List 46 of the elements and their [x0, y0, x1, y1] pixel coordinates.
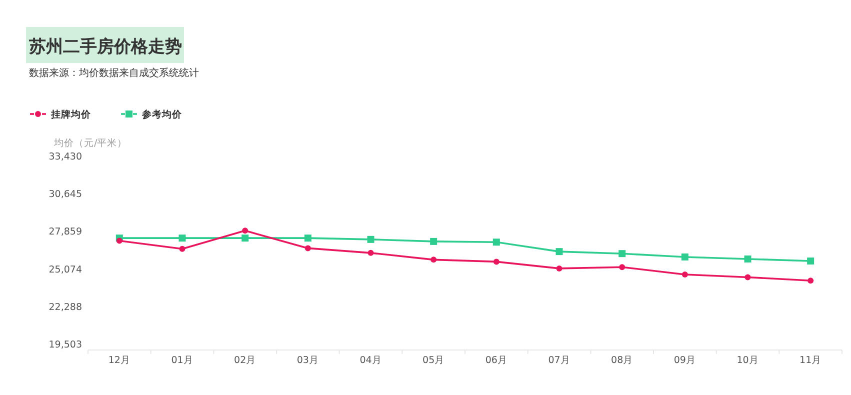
x-tick-label: 07月	[548, 355, 570, 366]
y-tick-label: 30,645	[48, 189, 82, 200]
x-tick-label: 06月	[485, 355, 508, 366]
point	[744, 274, 751, 280]
x-tick-label: 11月	[800, 355, 822, 366]
x-tick-label: 10月	[736, 355, 759, 366]
y-tick-label: 25,074	[48, 264, 82, 276]
x-tick-label: 03月	[296, 355, 319, 366]
y-tick-label: 19,503	[48, 340, 82, 350]
y-axis-title: 均价（元/平米）	[53, 137, 128, 149]
point	[493, 258, 500, 265]
point	[556, 248, 563, 256]
point	[619, 264, 626, 270]
point	[367, 236, 374, 243]
point	[179, 246, 186, 252]
x-tick-label: 01月	[171, 355, 194, 366]
point	[807, 258, 814, 265]
chart-subtitle: 数据来源：均价数据来自成交系统统计	[29, 67, 199, 79]
point	[744, 255, 752, 262]
point	[304, 234, 312, 242]
point	[430, 256, 437, 263]
y-tick-label: 22,288	[48, 302, 82, 313]
y-tick-label: 27,859	[48, 226, 82, 238]
point	[681, 253, 688, 260]
x-tick-label: 08月	[611, 355, 634, 366]
point	[368, 250, 374, 256]
point	[242, 228, 248, 234]
point	[304, 245, 311, 252]
legend-label: 参考均价	[141, 108, 183, 120]
x-tick-label: 12月	[108, 355, 130, 366]
point	[178, 234, 186, 242]
point	[618, 250, 626, 258]
x-tick-label: 02月	[234, 355, 256, 366]
x-tick-label: 04月	[360, 355, 382, 366]
legend-label: 挂牌均价	[50, 108, 92, 120]
point	[556, 265, 562, 272]
x-tick-label: 09月	[674, 355, 696, 366]
chart-title: 苏州二手房价格走势	[28, 37, 182, 57]
point	[492, 238, 500, 246]
point	[116, 238, 122, 244]
point	[682, 272, 688, 278]
y-tick-label: 33,430	[48, 152, 82, 162]
point	[808, 278, 814, 284]
x-tick-label: 05月	[422, 355, 445, 366]
point	[430, 238, 438, 245]
point	[242, 234, 249, 242]
